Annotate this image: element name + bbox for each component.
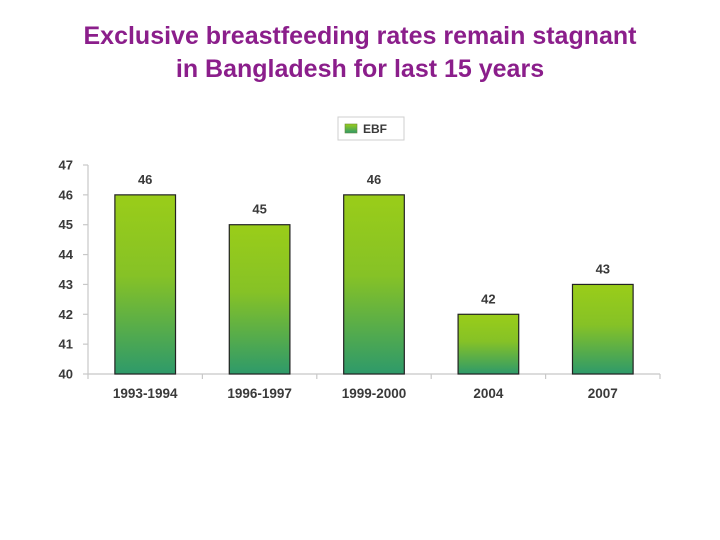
y-tick-label: 43 bbox=[59, 277, 73, 292]
x-tick-label: 2004 bbox=[473, 386, 504, 401]
title-line-2: in Bangladesh for last 15 years bbox=[175, 55, 545, 83]
y-tick-label: 41 bbox=[59, 337, 73, 352]
y-tick-label: 45 bbox=[59, 217, 73, 232]
title-line-1: Exclusive breastfeeding rates remain sta… bbox=[83, 22, 637, 50]
y-tick-label: 40 bbox=[59, 367, 73, 382]
legend: EBF bbox=[337, 116, 405, 141]
y-tick-label: 44 bbox=[59, 247, 74, 262]
x-tick-label: 2007 bbox=[588, 386, 618, 401]
bar-1996-1997 bbox=[228, 224, 291, 375]
legend-label-ebf: EBF bbox=[363, 122, 387, 136]
bar-2004 bbox=[457, 313, 520, 375]
data-label: 46 bbox=[138, 172, 152, 187]
y-tick-label: 46 bbox=[59, 187, 73, 202]
data-label: 45 bbox=[252, 202, 266, 217]
legend-box bbox=[337, 116, 405, 141]
bar-1999-2000 bbox=[343, 194, 405, 375]
legend-swatch bbox=[344, 123, 358, 134]
bar-1993-1994 bbox=[114, 194, 177, 375]
x-tick-label: 1996-1997 bbox=[227, 386, 292, 401]
y-tick-label: 47 bbox=[59, 158, 73, 173]
y-tick-label: 42 bbox=[59, 307, 73, 322]
bar-2007 bbox=[571, 283, 634, 375]
data-label: 43 bbox=[596, 261, 610, 276]
data-label: 46 bbox=[367, 172, 381, 187]
data-label: 42 bbox=[481, 291, 495, 306]
x-tick-label: 1999-2000 bbox=[342, 386, 407, 401]
x-tick-label: 1993-1994 bbox=[113, 386, 178, 401]
slide-title: Exclusive breastfeeding rates remain sta… bbox=[0, 20, 720, 86]
